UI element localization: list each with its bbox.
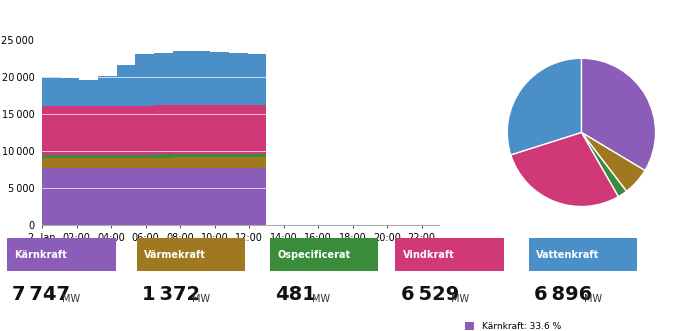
Text: Kärnkraft: Kärnkraft [15, 250, 67, 260]
Wedge shape [582, 132, 626, 197]
Text: Värmekraft: Värmekraft [144, 250, 206, 260]
Wedge shape [582, 132, 645, 191]
Text: MW: MW [584, 294, 602, 305]
Text: MW: MW [312, 294, 330, 305]
Text: 6 529: 6 529 [401, 285, 459, 304]
Text: MW: MW [451, 294, 469, 305]
Text: 481: 481 [275, 285, 316, 304]
Text: 7 747: 7 747 [13, 285, 71, 304]
Text: MW: MW [62, 294, 80, 305]
Wedge shape [582, 58, 655, 170]
Wedge shape [511, 132, 618, 207]
Wedge shape [508, 58, 582, 155]
Text: 1 372: 1 372 [142, 285, 200, 304]
Text: MW: MW [192, 294, 210, 305]
Text: Vattenkraft: Vattenkraft [536, 250, 599, 260]
Text: Vindkraft: Vindkraft [403, 250, 455, 260]
Text: Ospecificerat: Ospecificerat [277, 250, 350, 260]
Text: 6 896: 6 896 [534, 285, 592, 304]
Legend: Kärnkraft: 33.6 %, Värmekraft: 6 %, Ospecificerat: 2.1 %, Vindkraft: 28.4 %, Vat: Kärnkraft: 33.6 %, Värmekraft: 6 %, Ospe… [466, 322, 573, 331]
